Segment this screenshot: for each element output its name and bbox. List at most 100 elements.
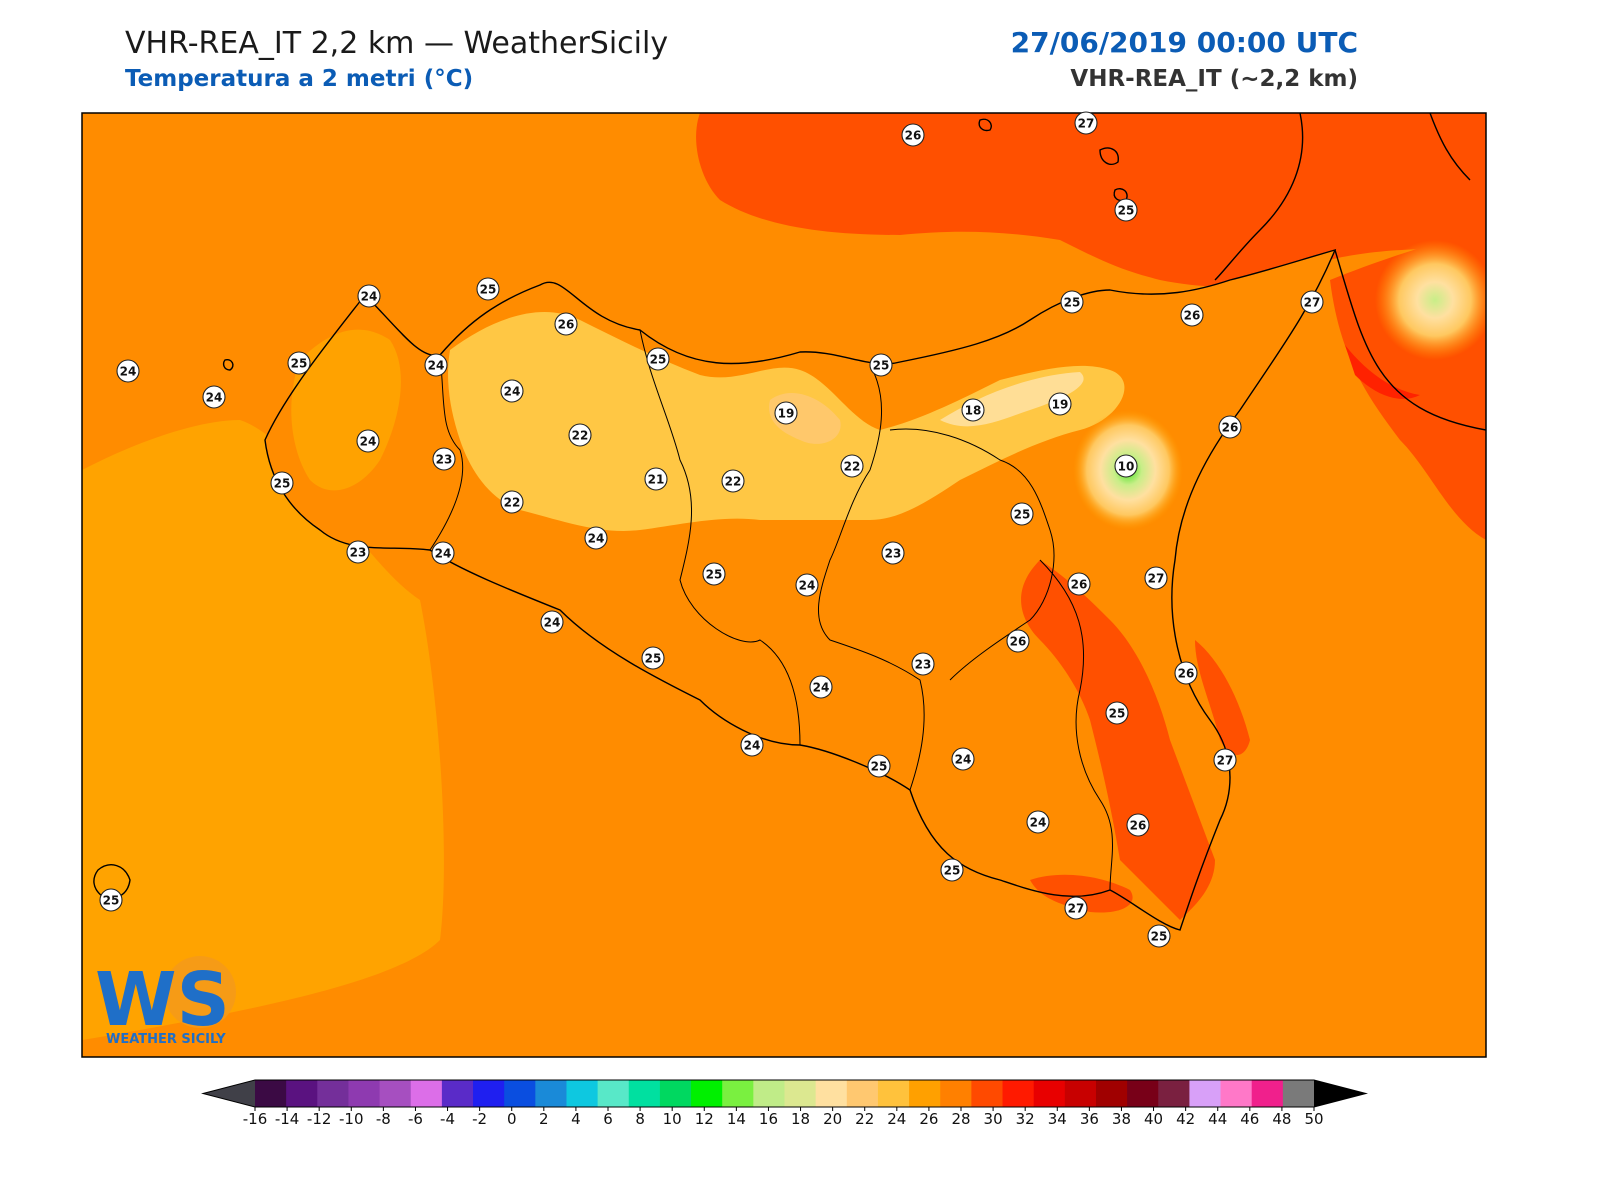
station-value: 26: [1184, 309, 1201, 323]
station-label: 22: [568, 423, 592, 447]
colorbar-tick-label: 34: [1048, 1110, 1067, 1128]
colorbar-tick-label: 36: [1080, 1110, 1099, 1128]
colorbar-tick-label: 32: [1016, 1110, 1035, 1128]
station-value: 25: [1109, 707, 1126, 721]
station-label: 22: [721, 469, 745, 493]
station-value: 23: [885, 547, 902, 561]
colorbar-segment: [1127, 1080, 1159, 1107]
station-label: 24: [951, 747, 975, 771]
station-label: 26: [901, 123, 925, 147]
colorbar-tick-label: 12: [695, 1110, 714, 1128]
station-label: 26: [1006, 629, 1030, 653]
station-label: 19: [774, 401, 798, 425]
station-value: 23: [915, 658, 932, 672]
colorbar-segment: [1220, 1080, 1253, 1107]
station-value: 22: [572, 429, 589, 443]
colorbar-tick-label: 8: [635, 1110, 645, 1128]
station-value: 22: [504, 496, 521, 510]
station-value: 26: [558, 318, 575, 332]
station-label: 27: [1300, 290, 1324, 314]
station-label: 27: [1213, 748, 1237, 772]
station-value: 24: [544, 616, 561, 630]
calabria-cold-spot: [1375, 240, 1486, 360]
station-label: 19: [1048, 392, 1072, 416]
colorbar-segment: [255, 1080, 287, 1107]
station-label: 24: [357, 284, 381, 308]
colorbar-segment: [473, 1080, 505, 1107]
colorbar-segment: [1033, 1080, 1066, 1107]
station-value: 24: [428, 359, 445, 373]
colorbar-segment: [628, 1080, 661, 1107]
station-label: 25: [641, 646, 665, 670]
colorbar-tick-label: 14: [727, 1110, 746, 1128]
station-value: 24: [435, 547, 452, 561]
logo-name: WEATHER SICILY: [106, 1032, 226, 1047]
colorbar-segment: [784, 1080, 817, 1107]
station-label: 22: [500, 490, 524, 514]
station-label: 27: [1144, 566, 1168, 590]
station-label: 26: [1067, 572, 1091, 596]
colorbar-segment: [379, 1080, 412, 1107]
sea-cool-area: [82, 420, 444, 1040]
colorbar-tick-label: 26: [919, 1110, 938, 1128]
station-label: 23: [881, 541, 905, 565]
colorbar-tick-label: 38: [1112, 1110, 1131, 1128]
station-value: 24: [120, 365, 137, 379]
colorbar-tick-label: -4: [440, 1110, 455, 1128]
colorbar-segment: [753, 1080, 786, 1107]
station-value: 26: [1071, 578, 1088, 592]
station-label: 21: [644, 467, 668, 491]
station-value: 24: [744, 739, 761, 753]
station-value: 27: [1148, 572, 1165, 586]
colorbar-segment: [441, 1080, 474, 1107]
colorbar-segment: [722, 1080, 754, 1107]
station-label: 24: [795, 573, 819, 597]
station-value: 25: [103, 894, 120, 908]
station-label: 24: [740, 733, 764, 757]
colorbar-tick-label: -16: [243, 1110, 268, 1128]
map-field: [82, 113, 1486, 1057]
station-label: 24: [356, 429, 380, 453]
station-value: 24: [955, 753, 972, 767]
ionian-warm: [1195, 640, 1250, 755]
station-value: 24: [360, 435, 377, 449]
south-coast-warm: [1030, 874, 1133, 913]
station-label: 26: [1126, 813, 1150, 837]
station-label: 25: [287, 351, 311, 375]
colorbar-segment: [1251, 1080, 1284, 1107]
colorbar-segment: [566, 1080, 599, 1107]
colorbar-tick-label: 6: [603, 1110, 613, 1128]
station-label: 23: [432, 447, 456, 471]
station-label: 25: [99, 888, 123, 912]
colorbar-segment: [815, 1080, 848, 1107]
station-value: 21: [648, 473, 665, 487]
colorbar-tick-label: 2: [539, 1110, 549, 1128]
station-value: 25: [1151, 930, 1168, 944]
colorbar-tick-label: 24: [887, 1110, 906, 1128]
station-label: 25: [867, 754, 891, 778]
station-label: 25: [1105, 701, 1129, 725]
colorbar-segment: [1002, 1080, 1035, 1107]
station-value: 25: [944, 864, 961, 878]
station-value: 25: [871, 760, 888, 774]
station-label: 26: [1180, 303, 1204, 327]
station-value: 27: [1078, 117, 1095, 131]
station-value: 25: [274, 477, 291, 491]
station-label: 26: [1174, 661, 1198, 685]
station-value: 26: [1222, 421, 1239, 435]
colorbar-tick-label: -12: [307, 1110, 332, 1128]
station-value: 24: [206, 391, 223, 405]
station-label: 25: [1010, 502, 1034, 526]
station-value: 24: [361, 290, 378, 304]
colorbar-segment: [410, 1080, 443, 1107]
station-value: 22: [725, 475, 742, 489]
station-value: 25: [1064, 296, 1081, 310]
colorbar-segment: [659, 1080, 692, 1107]
station-label: 25: [940, 858, 964, 882]
station-label: 24: [540, 610, 564, 634]
station-labels: 26 27 25 24 25 26 25 26 27 24 25 24 25 25 24 24 19 18 19 26…: [99, 111, 1324, 948]
station-value: 26: [905, 129, 922, 143]
station-value: 25: [1014, 508, 1031, 522]
station-value: 27: [1217, 754, 1234, 768]
colorbar-segment: [846, 1080, 879, 1107]
